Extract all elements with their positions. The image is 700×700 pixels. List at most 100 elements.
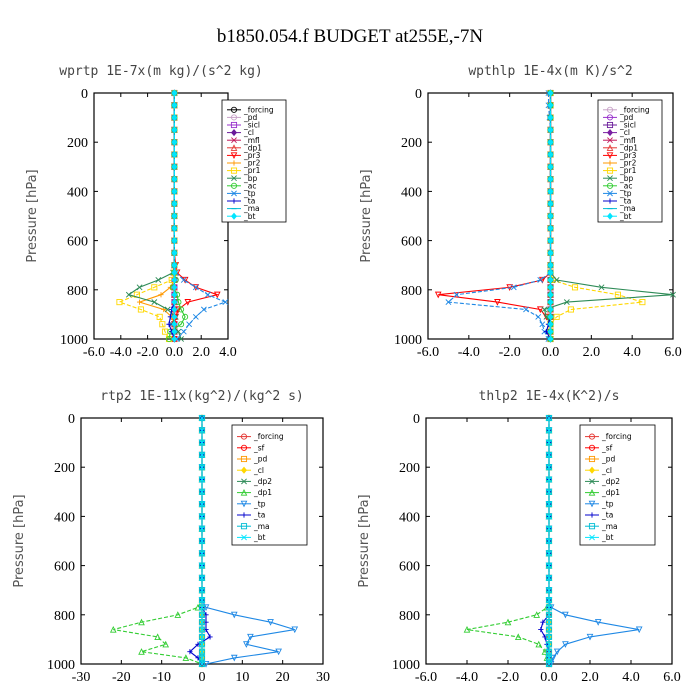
data-point [546,661,552,667]
data-point [494,299,501,306]
data-point [546,654,552,661]
legend-marker [230,152,238,160]
y-tick-label: 600 [67,235,88,250]
data-point [553,313,560,320]
data-point [156,313,163,320]
y-tick-label: 600 [399,560,420,575]
x-tick-label: -30 [72,670,91,685]
data-point [171,261,178,269]
y-tick-label: 0 [413,412,420,427]
legend-marker [588,455,596,463]
y-axis-label: Pressure [hPa] [25,169,40,262]
legend-label: _tp [253,499,266,508]
legend-label: _dp1 [601,488,620,497]
data-point [199,634,205,640]
legend: _forcing_pd_sicl_cl_mfl_dp1_pr3_pr2_pr1_… [597,99,663,223]
data-point [180,277,187,283]
legend-label: _cl [601,466,612,475]
data-point [171,163,178,171]
data-point [562,611,569,619]
data-point [138,618,145,626]
data-point [546,574,552,581]
data-point [199,619,205,626]
x-tick-label: 4.0 [622,670,640,685]
chart-panel-4: thlp2 1E-4x(K^2)/s Pressure [hPa] 0 200 400 6… [357,389,681,685]
data-point [159,321,166,328]
x-tick-label: 2.0 [583,345,601,360]
legend-marker [240,488,248,496]
data-point [546,587,552,594]
legend-marker [231,212,237,220]
data-point [547,269,554,277]
y-tick-label: 400 [67,185,88,200]
y-tick-label: 200 [399,461,420,476]
legend-marker [589,466,595,474]
legend-marker [231,129,237,137]
data-point [199,626,205,633]
data-point [546,439,552,446]
legend-marker [230,144,238,151]
data-point [536,306,544,314]
data-point [546,550,552,557]
data-point [546,626,552,633]
data-point [171,335,178,343]
legend-label: _dp1 [253,488,272,497]
data-point [200,306,207,313]
data-point [267,619,274,626]
legend-label: _sicl [243,121,260,130]
data-point [186,321,193,328]
data-point [547,224,554,232]
y-tick-label: 800 [67,284,88,299]
data-point [546,597,552,603]
series-bt [199,415,205,667]
legend-label: _forcing [243,105,274,114]
legend-marker [241,512,247,518]
data-point [171,313,178,321]
legend-marker [588,523,596,530]
legend: _forcing _sf _pd _cl _dp2 _dp1 _tp _ta _ma _bt [231,424,308,546]
data-point [171,138,178,146]
data-point [182,654,190,661]
data-point [199,538,205,544]
data-point [192,284,199,291]
data-point [546,619,552,626]
data-point [171,320,178,328]
data-point [598,284,605,291]
legend-marker [589,478,595,485]
y-tick-label: 1000 [392,658,420,673]
legend-label: _pr2 [619,159,637,168]
legend-marker [241,466,247,474]
legend-marker [606,144,614,151]
data-point [192,313,199,320]
panel-title: wpthlp 1E-4x(m K)/s^2 [468,64,632,79]
legend-label: _pr1 [619,166,637,175]
x-tick-label: -6.0 [417,345,439,360]
data-point [614,291,621,298]
legend-marker [230,182,238,189]
legend-label: _ta [619,197,631,206]
data-point [178,306,185,313]
data-point [158,292,164,298]
chart-panel-1: wprtp 1E-7x(m kg)/(s^2 kg) Pressure [hPa]… [25,64,287,360]
data-point [199,525,205,532]
data-point [199,513,205,520]
data-point [213,291,221,299]
data-point [171,101,178,109]
legend-label: _forcing [619,105,650,114]
legend-marker [240,500,248,508]
data-point [562,641,569,648]
legend-box [221,99,287,223]
legend-marker [231,137,237,144]
legend-label: _ta [601,511,613,520]
data-point [594,619,602,626]
data-point [180,328,187,335]
data-point [537,277,544,283]
data-point [125,291,132,298]
legend-label: _tp [243,189,256,198]
y-tick-label: 800 [401,284,422,299]
legend-label: _pd [243,113,258,122]
x-tick-label: -4.0 [458,345,480,360]
data-point [553,277,560,283]
data-point [199,641,205,648]
data-point [547,150,554,159]
